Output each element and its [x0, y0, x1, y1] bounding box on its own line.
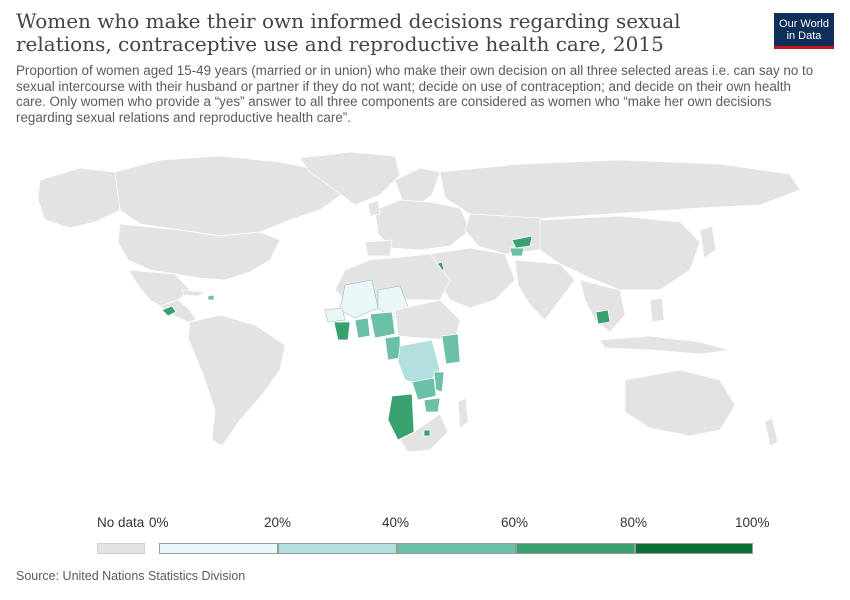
legend-bin-40-60[interactable]: [397, 543, 516, 554]
country-russia[interactable]: [439, 159, 801, 221]
country-cuba[interactable]: [181, 289, 207, 297]
country-liberia[interactable]: [333, 321, 351, 341]
country-honduras[interactable]: [161, 305, 177, 317]
country-ghana[interactable]: [354, 317, 371, 339]
country-senegal[interactable]: [324, 307, 346, 323]
country-new-zealand[interactable]: [764, 417, 779, 447]
country-indonesia[interactable]: [599, 335, 731, 355]
chart-title: Women who make their own informed decisi…: [16, 9, 681, 56]
country-tajikistan[interactable]: [509, 247, 525, 257]
logo-line-1: Our World: [779, 18, 829, 30]
owid-logo[interactable]: Our World in Data: [774, 13, 834, 49]
country-alaska[interactable]: [37, 167, 121, 229]
country-australia[interactable]: [624, 369, 736, 437]
country-greenland[interactable]: [299, 151, 401, 206]
country-sahel-west[interactable]: [339, 279, 379, 319]
country-zambia[interactable]: [411, 377, 437, 401]
country-zimbabwe[interactable]: [423, 397, 441, 413]
country-southeast-asia[interactable]: [579, 279, 626, 333]
country-malawi[interactable]: [433, 371, 445, 393]
country-usa[interactable]: [117, 223, 281, 281]
legend-tick-100: 100%: [735, 515, 770, 530]
legend-bin-20-40[interactable]: [278, 543, 397, 554]
legend-tick-0: 0%: [149, 515, 169, 530]
legend-nodata-label: No data: [97, 515, 145, 530]
country-philippines[interactable]: [649, 297, 665, 323]
country-madagascar[interactable]: [457, 397, 469, 429]
legend-bin-80-100[interactable]: [635, 543, 753, 554]
legend-tick-60: 60%: [501, 515, 529, 530]
country-china[interactable]: [539, 215, 701, 291]
country-scandinavia[interactable]: [394, 167, 441, 206]
country-cameroon[interactable]: [384, 335, 401, 361]
country-japan[interactable]: [699, 225, 717, 259]
world-map[interactable]: [0, 150, 850, 455]
country-kenya[interactable]: [441, 333, 461, 365]
country-cambodia[interactable]: [595, 309, 611, 325]
logo-line-2: in Data: [786, 30, 822, 42]
country-uk[interactable]: [367, 199, 381, 217]
legend-tick-80: 80%: [620, 515, 648, 530]
legend-nodata-swatch[interactable]: [97, 543, 145, 554]
country-iberia[interactable]: [364, 239, 393, 257]
country-kyrgyzstan[interactable]: [511, 235, 533, 249]
legend-bin-0-20[interactable]: [159, 543, 278, 554]
country-mexico[interactable]: [127, 269, 191, 307]
country-canada[interactable]: [114, 155, 346, 237]
country-south-america[interactable]: [187, 314, 286, 447]
legend-bin-60-80[interactable]: [516, 543, 635, 554]
country-haiti[interactable]: [207, 294, 215, 301]
country-central-america[interactable]: [159, 299, 197, 323]
legend-tick-20: 20%: [264, 515, 292, 530]
color-legend: No data 0% 20% 40% 60% 80% 100%: [0, 510, 850, 560]
country-namibia[interactable]: [387, 393, 415, 441]
source-note[interactable]: Source: United Nations Statistics Divisi…: [16, 569, 246, 583]
chart-subtitle: Proportion of women aged 15-49 years (ma…: [16, 63, 814, 125]
country-nigeria[interactable]: [369, 311, 396, 339]
legend-tick-40: 40%: [382, 515, 410, 530]
country-lesotho[interactable]: [423, 429, 431, 437]
country-india[interactable]: [514, 259, 576, 321]
